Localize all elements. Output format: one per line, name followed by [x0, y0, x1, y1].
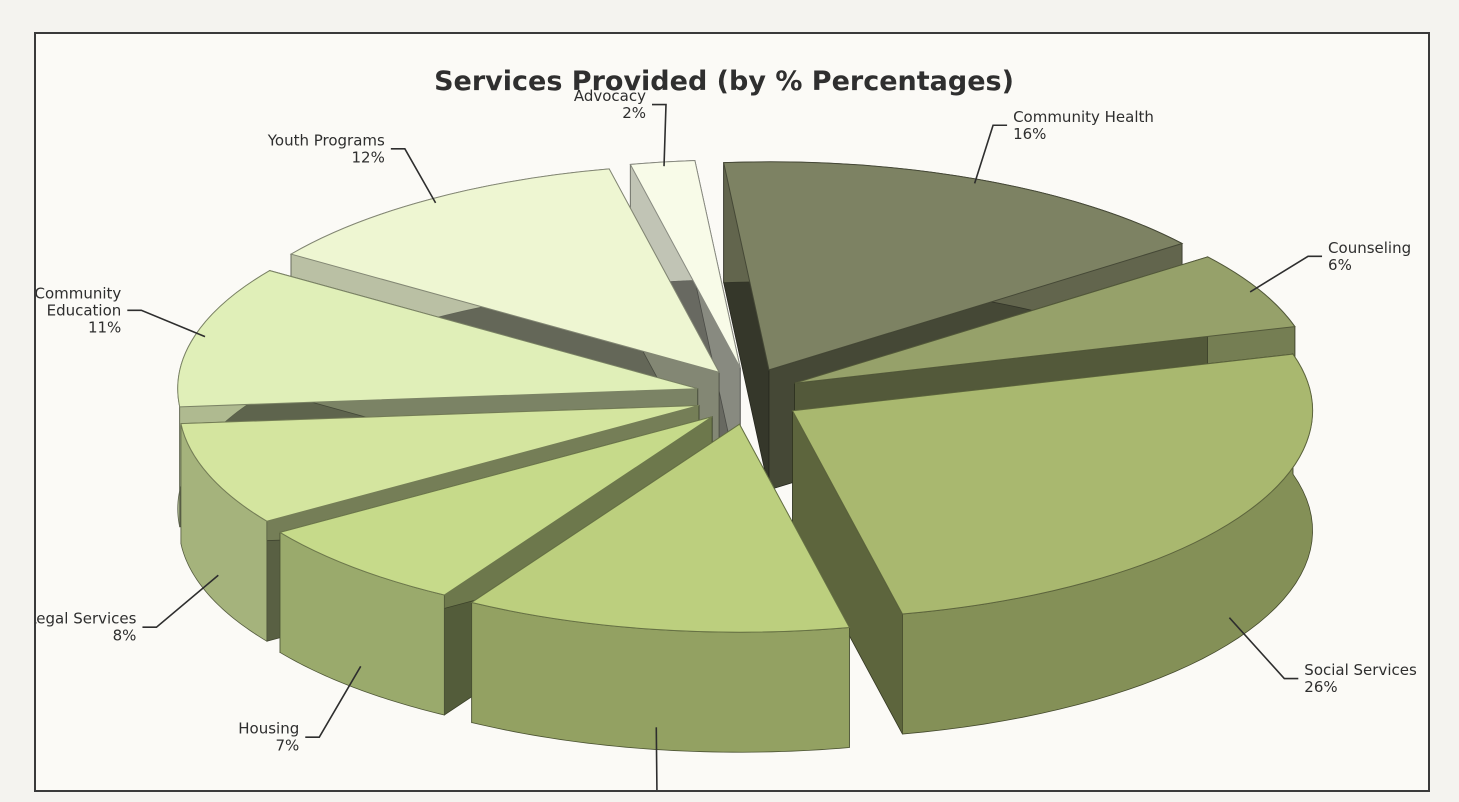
slice-category-label: Counseling	[1328, 239, 1411, 257]
slice-category-label: Youth Programs	[267, 131, 385, 149]
pie-slice-top	[289, 168, 721, 374]
slice-value-label: 8%	[113, 627, 137, 645]
leader-line	[390, 148, 437, 204]
leader-line	[1228, 617, 1299, 680]
slice-category-label: Housing	[238, 720, 299, 738]
slice-category-label: Advocacy	[574, 87, 646, 105]
leader-line	[973, 124, 1008, 184]
pie-chart: Services Provided (by % Percentages) Com…	[36, 66, 1417, 790]
slice-value-label: 2%	[622, 104, 646, 122]
slice-data-label: Senior Services12%	[655, 727, 658, 790]
leader-line	[655, 727, 658, 790]
slice-value-label: 6%	[1328, 256, 1352, 274]
slice-category-label: Social Services	[1304, 661, 1417, 679]
slice-category-label: Community Health	[1013, 108, 1154, 126]
pie-slice-top	[629, 159, 741, 368]
slice-category-label: Education	[47, 301, 122, 319]
slice-value-label: 7%	[275, 737, 299, 755]
leader-line	[305, 665, 362, 739]
slice-value-label: 26%	[1304, 678, 1337, 696]
slice-category-label: Community	[36, 284, 121, 302]
pie-slice-top	[470, 423, 851, 633]
leader-line	[127, 309, 206, 338]
pie-slice	[791, 352, 1314, 735]
pie-slice-top	[180, 405, 700, 522]
pie-slice-top	[177, 270, 698, 408]
slice-category-label: Legal Services	[36, 610, 137, 628]
pie-slice-top	[794, 256, 1296, 384]
leader-line	[142, 574, 219, 629]
slice-value-label: 16%	[1013, 125, 1046, 143]
slice-value-label: 12%	[352, 148, 385, 166]
pie-slice-top	[791, 353, 1314, 615]
chart-frame: Services Provided (by % Percentages) Com…	[34, 32, 1430, 792]
leader-line	[651, 103, 667, 167]
slice-value-label: 11%	[88, 318, 121, 336]
chart-title: Services Provided (by % Percentages)	[434, 66, 1014, 97]
pie-slice-top	[723, 161, 1184, 371]
pie-slice-top	[278, 416, 713, 596]
pie-slice	[470, 423, 851, 753]
leader-line	[1249, 255, 1323, 293]
